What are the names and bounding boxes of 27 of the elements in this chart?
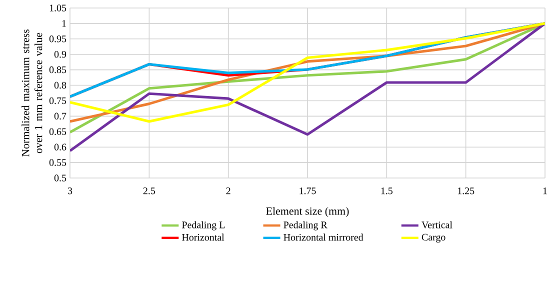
x-tick-label: 1.75: [300, 188, 316, 194]
y-tick-label: 0.8: [54, 82, 66, 89]
x-tick-label: 1: [543, 188, 547, 194]
x-tick-label: 2: [226, 188, 230, 194]
legend-label: Pedaling R: [284, 221, 328, 230]
x-tick-label: 3: [68, 188, 72, 194]
y-tick-label: 0.75: [49, 97, 66, 104]
y-tick-label: 0.6: [54, 144, 66, 150]
x-axis-title: Element size (mm): [266, 207, 349, 218]
y-tick-label: 0.9: [54, 50, 66, 58]
legend-label: Horizontal mirrored: [284, 234, 364, 241]
x-tick-label: 2.5: [143, 188, 156, 194]
y-tick-label: 0.5: [54, 174, 66, 182]
legend-label: Horizontal: [182, 234, 224, 241]
x-tick-label: 1.25: [458, 188, 474, 194]
y-tick-label: 0.85: [49, 66, 66, 74]
x-tick-label: 1.5: [381, 188, 393, 194]
legend-label: Pedaling L: [182, 221, 225, 230]
y-tick-label: 0.65: [49, 128, 66, 136]
y-tick-label: 0.95: [49, 36, 66, 42]
y-tick-label: 0.55: [49, 159, 66, 166]
y-tick-label: 0.7: [54, 112, 66, 120]
legend-label: Cargo: [422, 234, 446, 243]
legend-label: Vertical: [422, 221, 452, 228]
y-tick-label: 1.05: [50, 4, 66, 12]
y-tick-label: 1: [62, 20, 66, 27]
y-axis-title: Normalized maximum stress over 1 mm reference value: [22, 29, 42, 157]
